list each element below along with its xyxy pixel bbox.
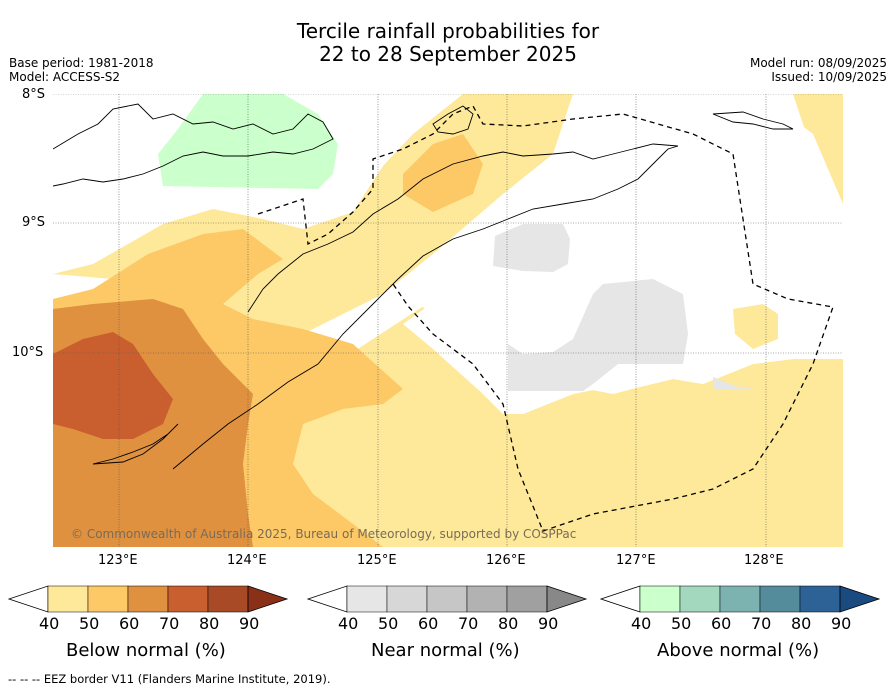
issued-text: Issued: 10/09/2025 [771, 70, 887, 84]
colorbar-tick-label: 40 [39, 614, 60, 633]
lat-label-8s: 8°S [22, 87, 46, 102]
colorbar-swatch [759, 585, 801, 613]
colorbar-tick-label: 50 [378, 614, 399, 633]
lon-label-128e: 128°E [744, 553, 784, 568]
colorbar-swatch [47, 585, 89, 613]
colorbar-below [8, 585, 289, 613]
lon-label-126e: 126°E [486, 553, 526, 568]
colorbar-tick-label: 60 [119, 614, 140, 633]
colorbar-swatch [207, 585, 249, 613]
wetar-island [712, 111, 794, 130]
colorbar-below-label: Below normal (%) [66, 640, 226, 661]
colorbar-tick-label: 70 [458, 614, 479, 633]
colorbar-tick-label: 40 [338, 614, 359, 633]
near-normal-region-center [508, 279, 688, 391]
colorbar-swatch [719, 585, 761, 613]
colorbar-tick-label: 50 [79, 614, 100, 633]
colorbar-swatch [426, 585, 468, 613]
lat-label-9s: 9°S [22, 215, 46, 230]
colorbar-tick-label: 60 [418, 614, 439, 633]
colorbar-extend-high [839, 585, 881, 613]
colorbar-tick-label: 80 [199, 614, 220, 633]
colorbar-near [307, 585, 588, 613]
chart-title: Tercile rainfall probabilities for 22 to… [0, 20, 896, 66]
title-line-1: Tercile rainfall probabilities for [296, 19, 600, 43]
colorbar-swatch [127, 585, 169, 613]
model-run-text: Model run: 08/09/2025 [749, 56, 887, 70]
below-normal-50-patch-east [733, 304, 778, 349]
copyright-text: © Commonwealth of Australia 2025, Bureau… [71, 527, 576, 541]
colorbar-swatch [466, 585, 508, 613]
eez-border [257, 105, 834, 532]
colorbar-tick-label: 40 [631, 614, 652, 633]
colorbar-above-swatches [600, 585, 881, 613]
colorbar-tick-label: 50 [671, 614, 692, 633]
colorbar-extend-low [307, 585, 348, 613]
eez-footer-note: -- -- -- EEZ border V11 (Flanders Marine… [8, 672, 331, 686]
colorbar-near-label: Near normal (%) [371, 640, 520, 661]
colorbar-extend-high [546, 585, 588, 613]
timor-coast-north [247, 143, 679, 313]
rote-island [92, 423, 179, 465]
colorbar-below-swatches [8, 585, 289, 613]
colorbar-tick-label: 90 [239, 614, 260, 633]
colorbar-tick-label: 90 [831, 614, 852, 633]
colorbar-swatch [639, 585, 681, 613]
colorbar-swatch [87, 585, 129, 613]
colorbar-swatch [506, 585, 548, 613]
model-text: Model: ACCESS-S2 [9, 70, 121, 84]
near-normal-region-east [713, 377, 763, 390]
unfilled-south-region [413, 104, 843, 414]
coastlines [53, 103, 794, 470]
colorbar-swatch [799, 585, 841, 613]
lon-label-127e: 127°E [616, 553, 656, 568]
colorbar-near-swatches [307, 585, 588, 613]
below-normal-80-region [53, 332, 173, 439]
lon-label-123e: 123°E [98, 553, 138, 568]
colorbar-above [600, 585, 881, 613]
timor-coast-south [172, 145, 679, 470]
colorbar-tick-label: 60 [711, 614, 732, 633]
lon-label-125e: 125°E [357, 553, 397, 568]
colorbar-swatch [346, 585, 388, 613]
colorbar-tick-label: 70 [751, 614, 772, 633]
colorbar-above-label: Above normal (%) [657, 640, 820, 661]
colorbar-tick-label: 80 [791, 614, 812, 633]
base-period-text: Base period: 1981-2018 [9, 56, 154, 70]
colorbar-tick-label: 70 [159, 614, 180, 633]
colorbar-extend-low [8, 585, 49, 613]
graticule [53, 94, 843, 547]
alor-island [432, 105, 474, 135]
title-line-2: 22 to 28 September 2025 [319, 42, 577, 66]
colorbar-tick-label: 80 [498, 614, 519, 633]
colorbar-swatch [679, 585, 721, 613]
flores-coast [53, 103, 334, 187]
colorbar-extend-low [600, 585, 641, 613]
lon-label-124e: 124°E [227, 553, 267, 568]
near-normal-region-north [493, 224, 570, 272]
rainfall-map: © Commonwealth of Australia 2025, Bureau… [53, 94, 843, 547]
lat-label-10s: 10°S [12, 345, 44, 360]
colorbar-extend-high [247, 585, 289, 613]
colorbar-tick-label: 90 [538, 614, 559, 633]
colorbar-swatch [386, 585, 428, 613]
colorbar-swatch [167, 585, 209, 613]
